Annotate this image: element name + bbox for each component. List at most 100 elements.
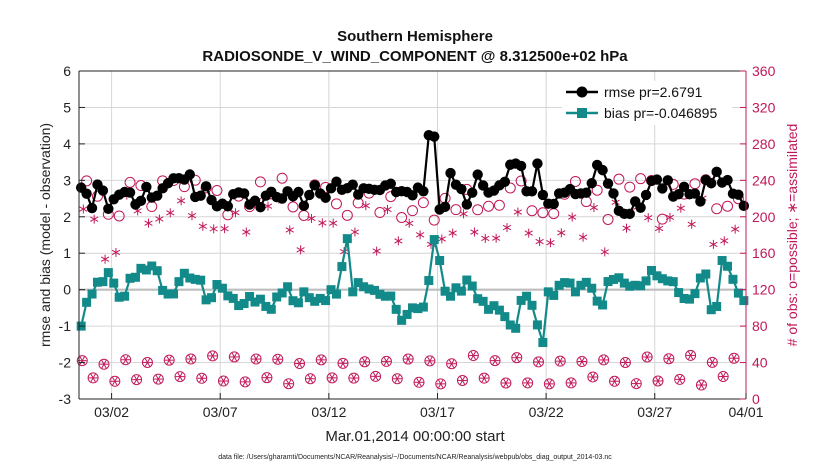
bias-point xyxy=(158,285,168,295)
bias-point xyxy=(331,289,341,299)
bias-point xyxy=(299,287,309,297)
x-tick-label: 03/12 xyxy=(311,404,346,420)
obs-possible-low xyxy=(641,351,653,363)
obs-assimilated-low xyxy=(546,379,553,389)
rmse-point xyxy=(86,202,98,214)
obs-assimilated-low xyxy=(731,354,737,363)
rmse-series xyxy=(75,129,750,220)
bias-point xyxy=(478,296,488,306)
rmse-point xyxy=(526,186,538,197)
obs-assimilated-high xyxy=(546,240,555,246)
rmse-point xyxy=(722,174,733,186)
legend-bias-marker xyxy=(577,108,587,118)
rmse-point xyxy=(200,181,212,192)
rmse-point xyxy=(238,188,250,199)
obs-possible-high xyxy=(287,201,299,213)
obs-assimilated-low xyxy=(188,354,194,364)
obs-possible-low xyxy=(576,356,588,368)
bias-point xyxy=(576,280,586,290)
bias-point xyxy=(440,286,450,296)
obs-possible-low xyxy=(478,372,490,384)
rmse-point xyxy=(439,201,451,213)
obs-possible-low xyxy=(272,353,284,365)
x-tick-label: 03/07 xyxy=(203,404,238,420)
obs-possible-low xyxy=(533,356,545,368)
obs-assimilated-low xyxy=(166,356,172,365)
obs-assimilated-high xyxy=(568,214,577,220)
bias-point xyxy=(543,287,553,297)
bias-point xyxy=(467,281,477,291)
obs-possible-low xyxy=(370,370,382,382)
obs-possible-low xyxy=(185,353,197,365)
obs-assimilated-low xyxy=(492,356,498,365)
obs-assimilated-low xyxy=(677,375,683,384)
obs-possible-high xyxy=(330,198,342,210)
y-tick-label: 1 xyxy=(63,245,71,261)
obs-assimilated-high xyxy=(687,221,696,227)
obs-possible-low xyxy=(337,357,349,369)
rmse-point xyxy=(695,196,706,207)
bias-point xyxy=(125,273,135,283)
bias-point xyxy=(391,304,401,314)
bias-point xyxy=(446,291,456,301)
obs-assimilated-low xyxy=(264,373,270,382)
obs-assimilated-low xyxy=(209,351,216,361)
obs-assimilated-low xyxy=(79,356,85,365)
obs-assimilated-low xyxy=(351,373,357,383)
bias-point xyxy=(245,292,255,302)
bias-point xyxy=(321,296,331,306)
obs-possible-low xyxy=(380,355,392,367)
rmse-point xyxy=(445,167,456,179)
rmse-point xyxy=(477,180,489,191)
obs-assimilated-low xyxy=(622,358,629,367)
obs-possible-low xyxy=(217,375,229,387)
rmse-point xyxy=(103,203,114,214)
bias-point xyxy=(272,292,282,302)
obs-assimilated-high xyxy=(307,215,316,222)
obs-assimilated-low xyxy=(199,374,205,383)
legend-rmse-label: rmse pr=2.6791 xyxy=(604,84,703,100)
obs-possible-low xyxy=(598,354,610,366)
obs-possible-low xyxy=(728,352,740,364)
obs-assimilated-low xyxy=(438,379,444,389)
bias-point xyxy=(652,271,662,281)
obs-count-markers xyxy=(76,172,744,391)
rmse-point xyxy=(195,190,206,201)
obs-assimilated-high xyxy=(231,210,240,216)
bias-point xyxy=(337,262,347,272)
obs-possible-low xyxy=(619,356,631,368)
obs-assimilated-high xyxy=(557,230,566,236)
bias-point xyxy=(570,287,580,297)
y2-tick-label: 320 xyxy=(752,99,776,115)
rmse-point xyxy=(608,188,619,199)
rmse-point xyxy=(733,189,744,200)
bias-point xyxy=(103,268,113,278)
obs-assimilated-low xyxy=(242,377,248,386)
obs-assimilated-high xyxy=(350,229,360,235)
obs-assimilated-high xyxy=(730,226,740,232)
y-tick-label: 0 xyxy=(63,282,71,298)
obs-possible-low xyxy=(706,356,718,368)
bias-point xyxy=(228,293,238,303)
y2-tick-label: 0 xyxy=(752,391,760,407)
rmse-point xyxy=(320,192,331,203)
obs-assimilated-low xyxy=(535,357,542,367)
bias-point xyxy=(293,298,303,308)
obs-possible-low xyxy=(315,354,327,366)
bias-point xyxy=(717,256,727,266)
obs-possible-high xyxy=(602,213,614,225)
obs-assimilated-low xyxy=(590,372,596,382)
obs-possible-low xyxy=(294,358,306,370)
obs-assimilated-low xyxy=(329,373,335,382)
chart-subtitle: RADIOSONDE_V_WIND_COMPONENT @ 8.312500e+… xyxy=(202,48,628,65)
obs-possible-high xyxy=(493,199,505,211)
rmse-point xyxy=(135,195,147,207)
obs-possible-low xyxy=(630,378,642,390)
legend-bias-label: bias pr=-0.046895 xyxy=(604,105,717,121)
obs-assimilated-high xyxy=(524,230,533,236)
obs-possible-high xyxy=(254,176,266,188)
bias-point xyxy=(190,274,200,284)
obs-assimilated-high xyxy=(198,223,207,230)
obs-possible-low xyxy=(391,373,403,385)
obs-assimilated-low xyxy=(514,353,520,362)
